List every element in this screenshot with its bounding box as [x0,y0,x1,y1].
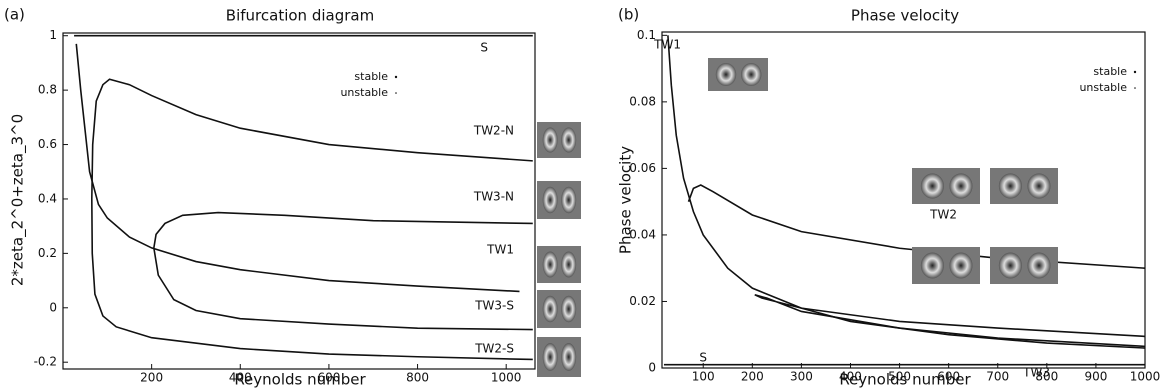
x-tick-label: 200 [741,370,764,384]
y-tick-label: 0 [648,361,656,375]
y-tick-label: 0.2 [38,246,57,260]
curve [76,44,519,292]
x-tick-label: 400 [839,370,862,384]
vortex [1027,173,1050,198]
vortex [561,187,576,214]
x-tick-label: 600 [317,371,340,385]
y-tick-label: 0.06 [629,161,656,175]
plot-frame [63,33,535,369]
y-tick-label: 0.4 [38,191,57,205]
legend-marker [1134,87,1136,89]
vortex [543,127,558,152]
y-tick-label: 1 [49,28,57,42]
x-tick-label: 700 [986,370,1009,384]
x-tick-label: 400 [229,371,252,385]
x-tick-label: 1000 [1130,370,1161,384]
vortex [741,63,761,86]
curve-label: TW1 [486,243,514,257]
vortex [999,253,1022,279]
legend-marker [395,92,397,94]
y-tick-label: 0.6 [38,137,57,151]
legend-label: unstable [1079,81,1127,94]
y-tick-label: 0.02 [629,294,656,308]
vortex [949,253,972,279]
y-tick-label: 0.04 [629,227,656,241]
vortex [543,252,558,278]
legend-marker [1134,71,1136,73]
vortex [921,253,944,279]
y-tick-label: 0 [49,300,57,314]
curve-label: S [480,41,488,55]
vortex [561,343,576,371]
curve [92,79,533,359]
legend-marker [395,76,397,78]
legend-label: stable [1093,65,1127,78]
panel-label: (a) [4,6,25,24]
x-tick-label: 900 [1084,370,1107,384]
curve-label: TW3-N [473,190,514,204]
x-tick-label: 300 [790,370,813,384]
x-tick-label: 100 [692,370,715,384]
x-tick-label: 600 [937,370,960,384]
figure: (a) Bifurcation diagram Reynolds number 2*z… [0,0,1162,388]
vortex [949,173,972,198]
legend-label: unstable [340,86,388,99]
vortex [561,296,576,323]
vortex [561,127,576,152]
y-tick-label: 0.08 [629,94,656,108]
curve-label: TW2-S [474,342,514,356]
vortex [543,296,558,323]
curve [755,295,1145,347]
curve-label: TW2 [929,208,957,222]
vortex [561,252,576,278]
y-tick-label: 0.8 [38,83,57,97]
y-tick-label: 0.1 [637,28,656,42]
chart-title: Bifurcation diagram [226,7,374,25]
vortex [1027,253,1050,279]
legend-label: stable [354,70,388,83]
y-axis-label: 2*zeta_2^0+zeta_3^0 [9,114,28,286]
vortex [716,63,736,86]
x-tick-label: 800 [406,371,429,385]
x-tick-label: 500 [888,370,911,384]
vortex [921,173,944,198]
x-axis-label: Reynolds number [234,371,366,388]
x-tick-label: 1000 [491,371,522,385]
curve-label: TW3 [1022,366,1050,380]
curve-label: S [699,351,707,365]
curve-label: TW3-S [474,299,514,313]
vortex [999,173,1022,198]
vortex [543,343,558,371]
y-tick-label: -0.2 [34,355,57,369]
x-tick-label: 200 [140,371,163,385]
vortex [543,187,558,214]
panel-label: (b) [618,6,639,24]
chart-title: Phase velocity [851,7,959,25]
curve-label: TW1 [653,38,681,52]
curve-label: TW2-N [473,124,514,138]
